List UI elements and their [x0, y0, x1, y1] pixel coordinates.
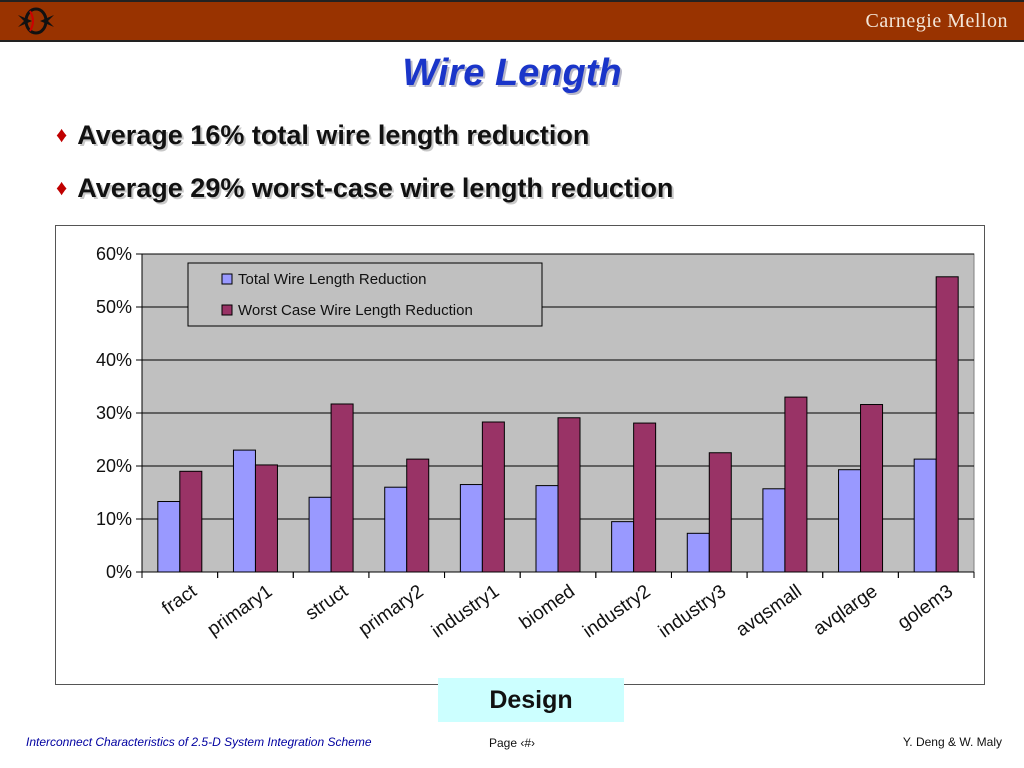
cmu-logo-icon [18, 7, 54, 35]
slide-title: Wire Length [402, 52, 622, 94]
bar-chart: 0% 10% 20% 30% 40% 50% 60% fract primary1 struct p… [96, 244, 975, 642]
y-tick-label: 50% [96, 297, 132, 317]
bar-worst-case [557, 417, 581, 573]
bar-worst-case [708, 452, 732, 573]
chart-frame: 0% 10% 20% 30% 40% 50% 60% fract primary1 struct p… [55, 225, 985, 685]
diamond-bullet-icon: ♦ [56, 175, 68, 200]
bar-total [308, 496, 332, 573]
legend-swatch [221, 273, 233, 285]
x-tick-label: primary2 [355, 581, 428, 641]
bullet-worst-case: ♦ Average 29% worst-case wire length redu… [56, 173, 673, 204]
y-tick-label: 10% [96, 509, 132, 529]
x-tick-label: avqlarge [810, 581, 882, 640]
bar-total [838, 469, 862, 573]
x-tick-label: industry1 [428, 581, 503, 642]
x-tick-label: avqsmall [732, 581, 805, 641]
bar-total [686, 532, 710, 573]
y-tick-label: 60% [96, 244, 132, 264]
bullet-total: ♦ Average 16% total wire length reduction [56, 120, 589, 151]
x-tick-label: industry2 [579, 581, 654, 642]
bar-worst-case [330, 403, 354, 573]
bar-total [384, 486, 408, 573]
bar-worst-case [860, 404, 884, 573]
bar-total [535, 485, 559, 573]
y-tick-label: 40% [96, 350, 132, 370]
bar-worst-case [481, 421, 505, 573]
bar-worst-case [935, 276, 959, 573]
bar-total [232, 449, 256, 573]
x-tick-label: industry3 [655, 581, 730, 642]
brand-name: Carnegie Mellon [865, 10, 1008, 32]
bar-total [157, 501, 181, 573]
bullet-text: Average 16% total wire length reduction [77, 120, 590, 150]
bar-total [913, 458, 937, 573]
y-tick-label: 0% [106, 562, 132, 582]
x-tick-label: struct [302, 580, 353, 624]
legend-label: Total Wire Length Reduction [238, 271, 426, 288]
y-tick-label: 20% [96, 456, 132, 476]
bar-worst-case [784, 396, 808, 573]
bar-worst-case [179, 470, 203, 573]
bar-worst-case [406, 458, 430, 573]
footer-authors: Y. Deng & W. Maly [902, 735, 1002, 749]
bullet-text: Average 29% worst-case wire length reduc… [77, 173, 674, 203]
footer-presentation-title: Interconnect Characteristics of 2.5-D Sy… [26, 735, 372, 749]
bar-total [459, 484, 483, 573]
legend-label: Worst Case Wire Length Reduction [238, 302, 473, 319]
legend-swatch [221, 304, 233, 316]
bar-total [762, 488, 786, 573]
bar-total [611, 521, 635, 573]
x-tick-label: biomed [516, 581, 579, 634]
design-caption: Design [438, 678, 624, 722]
x-tick-label: primary1 [204, 581, 277, 641]
x-tick-label: golem3 [894, 581, 957, 634]
footer-page-number: Page ‹#› [488, 736, 536, 750]
legend-box [187, 262, 543, 327]
bar-worst-case [633, 422, 657, 573]
x-tick-label: fract [158, 580, 201, 619]
header-bar: Carnegie Mellon [0, 0, 1024, 42]
diamond-bullet-icon: ♦ [56, 122, 68, 147]
bar-worst-case [254, 464, 278, 573]
y-tick-label: 30% [96, 403, 132, 423]
